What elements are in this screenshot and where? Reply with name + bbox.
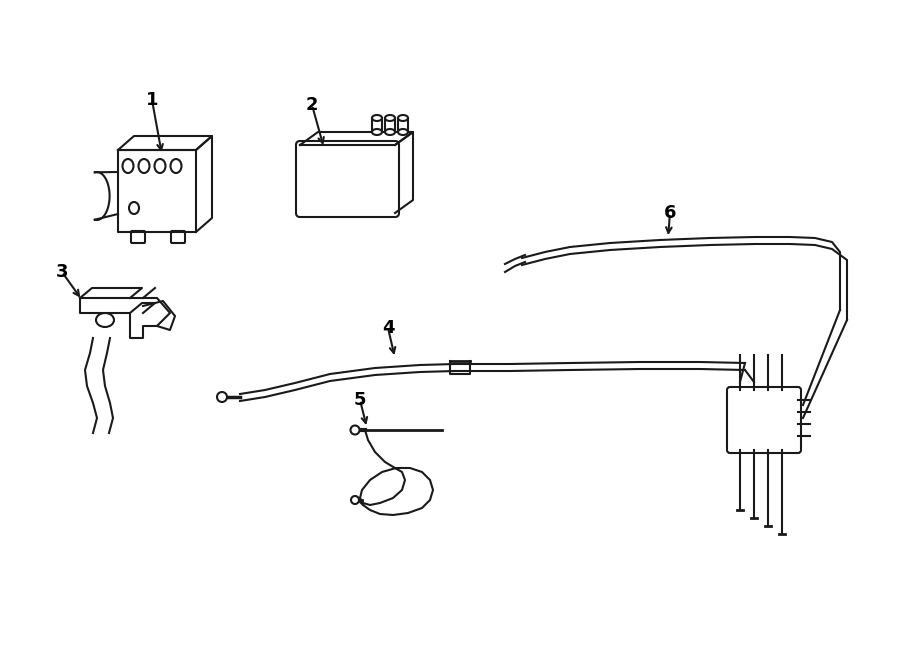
Text: 2: 2: [306, 96, 319, 114]
Text: 3: 3: [56, 263, 68, 281]
Ellipse shape: [129, 202, 139, 214]
Ellipse shape: [170, 159, 182, 173]
Text: 4: 4: [382, 319, 394, 337]
Ellipse shape: [139, 159, 149, 173]
Text: 5: 5: [354, 391, 366, 409]
Ellipse shape: [372, 129, 382, 135]
Text: 6: 6: [664, 204, 676, 222]
Circle shape: [217, 392, 227, 402]
Ellipse shape: [398, 115, 408, 121]
Text: 1: 1: [146, 91, 158, 109]
Ellipse shape: [96, 313, 114, 327]
Ellipse shape: [385, 129, 395, 135]
Ellipse shape: [385, 115, 395, 121]
Ellipse shape: [122, 159, 133, 173]
Ellipse shape: [398, 129, 408, 135]
Circle shape: [351, 496, 359, 504]
Circle shape: [350, 426, 359, 434]
Ellipse shape: [372, 115, 382, 121]
Ellipse shape: [155, 159, 166, 173]
